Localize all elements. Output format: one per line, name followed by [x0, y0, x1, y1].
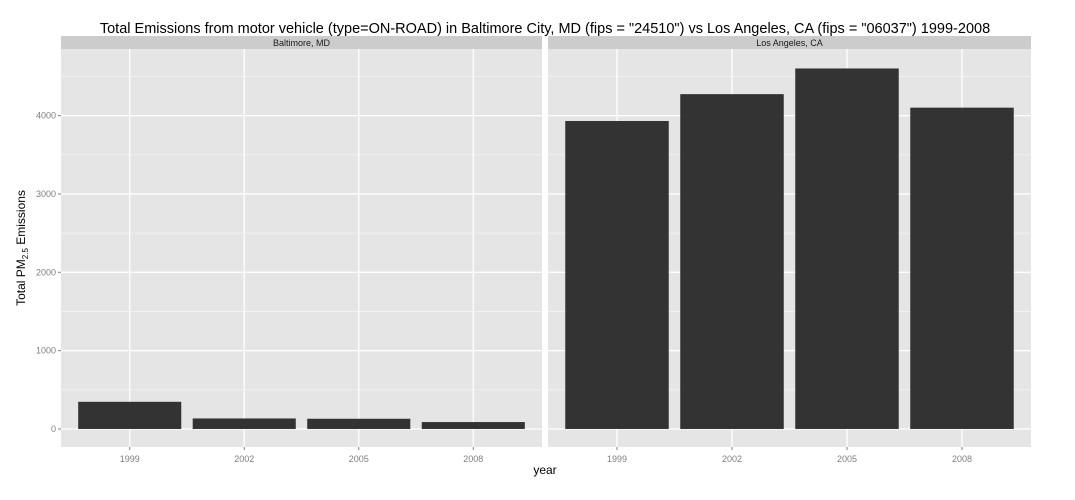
x-tick-label: 1999 — [120, 454, 140, 464]
facet-strip — [548, 36, 1031, 49]
y-axis-title-prefix: Total PM — [14, 259, 28, 306]
y-tick-label: 0 — [51, 424, 56, 434]
bar-baltimore-2008 — [421, 422, 525, 429]
facet-strip-label: Los Angeles, CA — [756, 38, 823, 48]
chart-title: Total Emissions from motor vehicle (type… — [100, 21, 990, 37]
y-tick-label: 2000 — [36, 267, 56, 277]
panel-background — [61, 49, 542, 447]
bar-los-angeles-2005 — [795, 68, 899, 429]
bar-baltimore-1999 — [78, 401, 182, 429]
x-tick-label: 2005 — [837, 454, 857, 464]
bar-los-angeles-1999 — [565, 120, 669, 429]
y-tick-label: 4000 — [36, 111, 56, 121]
x-tick-label: 2008 — [463, 454, 483, 464]
facet-strip — [61, 36, 542, 49]
x-axis-title: year — [533, 463, 556, 477]
x-tick-label: 2005 — [349, 454, 369, 464]
y-axis-title: Total PM2.5 Emissions — [14, 190, 30, 306]
bar-baltimore-2002 — [192, 418, 296, 429]
bar-los-angeles-2008 — [910, 107, 1014, 429]
y-tick-label: 3000 — [36, 189, 56, 199]
bar-los-angeles-2002 — [680, 94, 784, 429]
facet-strip-label: Baltimore, MD — [273, 38, 331, 48]
facet-1: Los Angeles, CA 1999 2002 2005 2008 — [548, 36, 1031, 464]
y-axis-title-subscript: 2.5 — [21, 248, 30, 260]
y-axis: 0 1000 2000 3000 4000 — [36, 111, 61, 434]
bar-baltimore-2005 — [307, 418, 411, 429]
x-tick-label: 1999 — [607, 454, 627, 464]
x-tick-label: 2002 — [722, 454, 742, 464]
x-tick-label: 2002 — [234, 454, 254, 464]
x-tick-label: 2008 — [952, 454, 972, 464]
y-axis-title-suffix: Emissions — [14, 190, 28, 248]
y-tick-label: 1000 — [36, 346, 56, 356]
facet-0: Baltimore, MD 1999 2002 2005 2008 — [61, 36, 542, 464]
